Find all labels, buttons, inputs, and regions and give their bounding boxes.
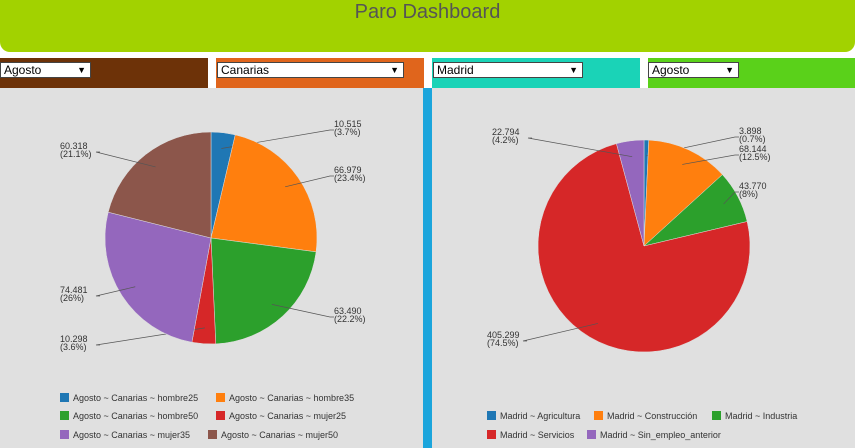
month-filter-bar-left: Agosto ▼ — [0, 58, 208, 88]
month-select-right-value: Agosto — [652, 63, 690, 77]
slice-percent-label: (3.6%) — [60, 342, 87, 352]
legend-item[interactable]: Agosto ~ Canarias ~ hombre25 — [60, 393, 198, 403]
leader-line — [95, 286, 136, 297]
leader-line — [527, 137, 633, 158]
province-filter-bar: Madrid ▼ — [432, 58, 640, 88]
legend-item[interactable]: Madrid ~ Sin_empleo_anterior — [587, 430, 721, 440]
legend-label: Agosto ~ Canarias ~ hombre35 — [229, 393, 355, 403]
slice-percent-label: (0.7%) — [739, 134, 766, 144]
slice-value-label: 74.481 — [60, 285, 88, 295]
chevron-down-icon: ▼ — [390, 65, 399, 75]
slice-value-label: 405.299 — [487, 330, 520, 340]
legend-swatch — [712, 411, 721, 420]
region-select-value: Canarias — [221, 63, 270, 77]
chart-panel-left: 10.515 (3.7%) 66.979 (23.4%) 63.490 (22.2%) 10… — [0, 88, 423, 448]
pie-slice[interactable] — [107, 131, 212, 239]
pie-slice[interactable] — [210, 134, 318, 253]
dashboard-header: Paro Dashboard — [0, 0, 855, 52]
legend-swatch — [216, 393, 225, 402]
legend-item[interactable]: Agosto ~ Canarias ~ mujer50 — [208, 430, 338, 440]
legend-label: Madrid ~ Servicios — [500, 430, 575, 440]
legend-item[interactable]: Agosto ~ Canarias ~ hombre50 — [60, 411, 198, 421]
slice-percent-label: (4.2%) — [492, 135, 519, 145]
legend-label: Agosto ~ Canarias ~ mujer50 — [221, 430, 339, 440]
legend-label: Agosto ~ Canarias ~ hombre50 — [73, 411, 199, 421]
leader-line — [271, 304, 334, 318]
slice-percent-label: (21.1%) — [60, 149, 92, 159]
pie-chart-right: 3.898(0.7%)68.144(12.5%) 43.770(8%) 405.29… — [487, 126, 771, 353]
region-filter-bar: Canarias ▼ — [216, 58, 424, 88]
legend-item[interactable]: Agosto ~ Canarias ~ mujer35 — [60, 430, 190, 440]
pie-chart-left: 10.515(3.7%) 66.979(23.4%) 63.490(22.2%) 10… — [60, 119, 366, 352]
legend-right: Madrid ~ Agricultura Madrid ~ Construcció… — [432, 88, 855, 448]
pie-slice[interactable] — [643, 139, 723, 247]
legend-item[interactable]: Madrid ~ Agricultura — [487, 411, 580, 421]
slice-percent-label: (3.7%) — [334, 127, 361, 137]
leader-line — [522, 323, 598, 342]
chart-panel-right: 3.898 (0.7%) 68.144 (12.5%) 43.770 (8%) 405.29… — [432, 88, 855, 448]
legend-item[interactable]: Madrid ~ Servicios — [487, 430, 574, 440]
month-select-left[interactable]: Agosto ▼ — [0, 62, 91, 78]
legend-label: Agosto ~ Canarias ~ mujer25 — [229, 411, 347, 421]
legend-swatch — [60, 411, 69, 420]
slice-value-label: 43.770 — [739, 181, 767, 191]
region-select[interactable]: Canarias ▼ — [217, 62, 404, 78]
slice-value-label: 22.794 — [492, 127, 520, 137]
leader-line — [285, 175, 334, 188]
legend-swatch — [216, 411, 225, 420]
legend-swatch — [208, 430, 217, 439]
month-select-right[interactable]: Agosto ▼ — [648, 62, 739, 78]
legend-swatch — [487, 430, 496, 439]
slice-value-label: 60.318 — [60, 141, 88, 151]
slice-percent-label: (26%) — [60, 293, 84, 303]
legend-label: Madrid ~ Construcción — [607, 411, 698, 421]
legend-swatch — [594, 411, 603, 420]
legend-item[interactable]: Agosto ~ Canarias ~ hombre35 — [216, 393, 354, 403]
slice-value-label: 63.490 — [334, 306, 362, 316]
chevron-down-icon: ▼ — [77, 65, 86, 75]
slice-value-label: 66.979 — [334, 165, 362, 175]
legend-label: Madrid ~ Agricultura — [500, 411, 581, 421]
legend-item[interactable]: Madrid ~ Construcción — [594, 411, 697, 421]
slice-percent-label: (22.2%) — [334, 314, 366, 324]
pie-slice[interactable] — [210, 237, 317, 345]
leader-line — [221, 129, 334, 149]
slice-value-label: 10.298 — [60, 334, 88, 344]
legend-item[interactable]: Agosto ~ Canarias ~ mujer25 — [216, 411, 346, 421]
slice-value-label: 3.898 — [739, 126, 762, 136]
leader-line — [723, 191, 739, 205]
pie-slice[interactable] — [616, 139, 645, 247]
panel-divider — [423, 88, 432, 448]
pie-slice[interactable] — [104, 211, 212, 343]
legend-left: Agosto ~ Canarias ~ hombre25 Agosto ~ Can… — [0, 88, 423, 448]
leader-line — [95, 151, 156, 168]
slice-value-label: 68.144 — [739, 144, 767, 154]
legend-item[interactable]: Madrid ~ Industria — [712, 411, 797, 421]
month-filter-bar-right: Agosto ▼ — [648, 58, 855, 88]
province-select[interactable]: Madrid ▼ — [433, 62, 583, 78]
slice-percent-label: (8%) — [739, 189, 758, 199]
legend-swatch — [587, 430, 596, 439]
legend-label: Madrid ~ Industria — [725, 411, 798, 421]
slice-value-label: 10.515 — [334, 119, 362, 129]
legend-swatch — [60, 430, 69, 439]
legend-swatch — [487, 411, 496, 420]
month-select-left-value: Agosto — [4, 63, 42, 77]
slice-percent-label: (12.5%) — [739, 152, 771, 162]
province-select-value: Madrid — [437, 63, 474, 77]
leader-line — [682, 154, 739, 165]
chevron-down-icon: ▼ — [569, 65, 578, 75]
page-title: Paro Dashboard — [354, 1, 501, 23]
legend-label: Agosto ~ Canarias ~ hombre25 — [73, 393, 199, 403]
slice-percent-label: (74.5%) — [487, 338, 519, 348]
legend-label: Madrid ~ Sin_empleo_anterior — [600, 430, 721, 440]
slice-percent-label: (23.4%) — [334, 173, 366, 183]
pie-slice[interactable] — [537, 143, 751, 353]
legend-swatch — [60, 393, 69, 402]
chevron-down-icon: ▼ — [725, 65, 734, 75]
legend-label: Agosto ~ Canarias ~ mujer35 — [73, 430, 191, 440]
